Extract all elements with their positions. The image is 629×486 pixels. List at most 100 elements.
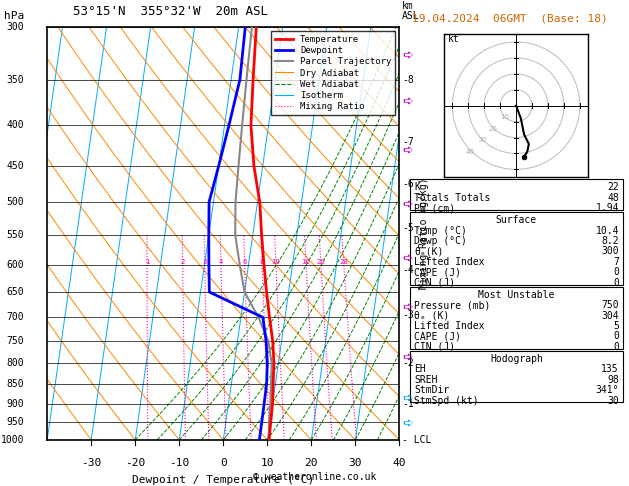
Text: Lifted Index: Lifted Index [414,321,484,331]
Text: ➪: ➪ [403,144,413,157]
Text: 22: 22 [607,182,619,192]
Text: Temp (°C): Temp (°C) [414,226,467,236]
Text: 4: 4 [219,259,223,264]
Text: -6: -6 [402,179,414,190]
Text: 10: 10 [260,458,274,469]
Text: 700: 700 [7,312,25,322]
Text: kt: kt [448,34,459,44]
Text: 10: 10 [272,259,281,264]
Text: Pressure (mb): Pressure (mb) [414,300,490,310]
Text: Lifted Index: Lifted Index [414,257,484,267]
Text: CAPE (J): CAPE (J) [414,267,461,278]
Text: -3: -3 [402,310,414,320]
Text: CIN (J): CIN (J) [414,278,455,288]
Text: © weatheronline.co.uk: © weatheronline.co.uk [253,472,376,482]
Text: 950: 950 [7,417,25,427]
Text: Mixing Ratio (g/kg): Mixing Ratio (g/kg) [419,177,429,289]
Text: hPa: hPa [4,11,25,20]
Text: 550: 550 [7,230,25,240]
Text: ➪: ➪ [403,301,413,314]
Text: -2: -2 [402,358,414,368]
Text: θₑ(K): θₑ(K) [414,246,443,257]
Text: 98: 98 [607,375,619,385]
Text: 350: 350 [7,75,25,85]
Text: ➪: ➪ [403,417,413,430]
Text: 20: 20 [316,259,325,264]
Text: 19.04.2024  06GMT  (Base: 18): 19.04.2024 06GMT (Base: 18) [412,14,608,24]
Legend: Temperature, Dewpoint, Parcel Trajectory, Dry Adiabat, Wet Adiabat, Isotherm, Mi: Temperature, Dewpoint, Parcel Trajectory… [271,31,395,115]
Text: 450: 450 [7,161,25,171]
Text: EH: EH [414,364,426,374]
Text: Totals Totals: Totals Totals [414,192,490,203]
Text: 135: 135 [601,364,619,374]
Text: 750: 750 [601,300,619,310]
Text: ➪: ➪ [403,252,413,264]
Text: 10: 10 [500,114,509,120]
Text: -7: -7 [402,137,414,147]
Text: -4: -4 [402,265,414,275]
Text: 10.4: 10.4 [596,226,619,236]
Text: -20: -20 [125,458,145,469]
Text: 500: 500 [7,197,25,207]
Text: 0: 0 [613,278,619,288]
Text: CIN (J): CIN (J) [414,342,455,352]
Text: - LCL: - LCL [402,435,431,445]
Text: 3: 3 [203,259,207,264]
Text: 0: 0 [613,342,619,352]
Text: SREH: SREH [414,375,437,385]
Text: StmDir: StmDir [414,385,449,395]
Text: 341°: 341° [596,385,619,395]
Text: 8.2: 8.2 [601,236,619,246]
Text: 8: 8 [260,259,264,264]
Text: Surface: Surface [496,215,537,225]
Text: 6: 6 [242,259,247,264]
Text: ➪: ➪ [403,392,413,405]
Text: 400: 400 [7,121,25,130]
Text: 30: 30 [607,396,619,406]
Text: 1: 1 [145,259,149,264]
Text: 650: 650 [7,287,25,297]
Text: -1: -1 [402,399,414,409]
Text: 53°15'N  355°32'W  20m ASL: 53°15'N 355°32'W 20m ASL [73,5,268,18]
Text: 0: 0 [220,458,226,469]
Text: 16: 16 [302,259,311,264]
Text: 40: 40 [392,458,406,469]
Text: -30: -30 [81,458,101,469]
Text: -10: -10 [169,458,189,469]
Text: ➪: ➪ [403,198,413,211]
Text: 7: 7 [613,257,619,267]
Text: 800: 800 [7,358,25,368]
Text: 0: 0 [613,331,619,342]
Text: 600: 600 [7,260,25,270]
Text: 40: 40 [466,149,475,155]
Text: 5: 5 [613,321,619,331]
Text: 900: 900 [7,399,25,409]
Text: 300: 300 [601,246,619,257]
Text: ➪: ➪ [403,49,413,62]
Text: 1000: 1000 [1,435,25,445]
Text: -8: -8 [402,75,414,85]
Text: Dewpoint / Temperature (°C): Dewpoint / Temperature (°C) [132,475,314,485]
Text: 28: 28 [339,259,348,264]
Text: Dewp (°C): Dewp (°C) [414,236,467,246]
Text: ➪: ➪ [403,95,413,107]
Text: Hodograph: Hodograph [490,354,543,364]
Text: 30: 30 [477,137,486,143]
Text: 48: 48 [607,192,619,203]
Text: 30: 30 [348,458,362,469]
Text: km
ASL: km ASL [402,0,420,20]
Text: 304: 304 [601,311,619,321]
Text: θₑ (K): θₑ (K) [414,311,449,321]
Text: StmSpd (kt): StmSpd (kt) [414,396,479,406]
Text: ➪: ➪ [403,351,413,364]
Text: K: K [414,182,420,192]
Text: -5: -5 [402,224,414,233]
Text: 750: 750 [7,336,25,346]
Text: 0: 0 [613,267,619,278]
Text: PW (cm): PW (cm) [414,203,455,213]
Text: 20: 20 [304,458,318,469]
Text: Most Unstable: Most Unstable [478,290,555,300]
Text: 850: 850 [7,379,25,389]
Text: 300: 300 [7,22,25,32]
Text: 1.94: 1.94 [596,203,619,213]
